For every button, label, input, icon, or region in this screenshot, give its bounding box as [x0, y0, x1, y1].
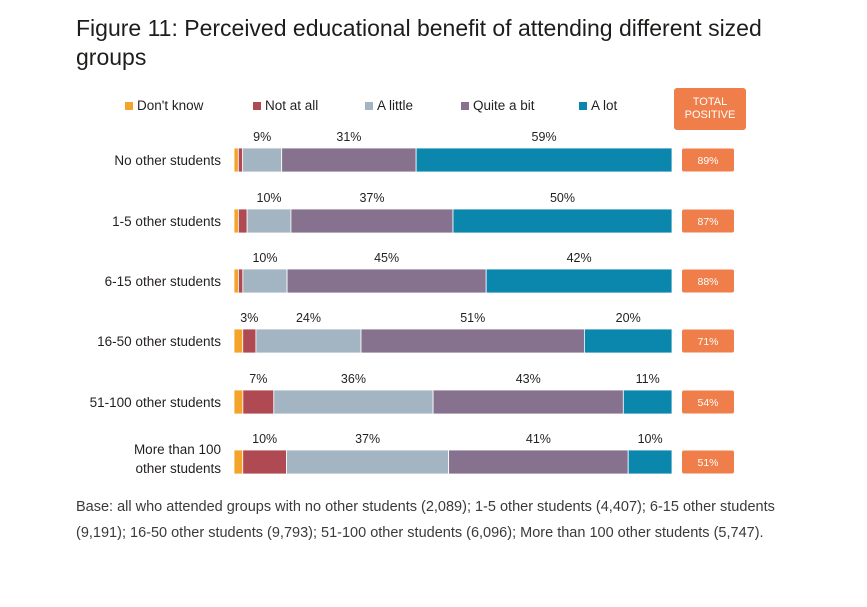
total-positive-box	[682, 390, 734, 414]
data-label-a-lot: 11%	[636, 372, 660, 386]
legend-item-dont-know: Don't know	[125, 98, 203, 113]
total-positive-box	[682, 209, 734, 233]
legend-swatch-a-lot	[579, 101, 587, 110]
data-label-quite-a-bit: 37%	[359, 191, 384, 205]
category-label: 1-5 other students	[112, 214, 221, 229]
bar-segment-not-at-all	[237, 147, 244, 173]
legend-swatch-dont-know	[125, 101, 133, 110]
bar-segment-a-lot	[415, 147, 673, 173]
legend-item-not-at-all: Not at all	[253, 98, 318, 113]
total-positive-header: TOTAL POSITIVE	[674, 88, 746, 130]
bar-segment-don-t-know	[233, 449, 244, 475]
bar-segment-a-little	[286, 449, 450, 475]
bar-segment-quite-a-bit	[448, 449, 629, 475]
bar-segment-don-t-know	[233, 208, 239, 234]
data-label-quite-a-bit: 51%	[460, 311, 485, 325]
bar-segment-don-t-know	[233, 147, 239, 173]
legend-label-a-lot: A lot	[591, 98, 618, 113]
data-label-quite-a-bit: 31%	[336, 130, 361, 144]
data-label-quite-a-bit: 45%	[374, 251, 399, 265]
data-label-a-lot: 59%	[532, 130, 557, 144]
total-positive-value: 54%	[697, 397, 718, 409]
legend-label-not-at-all: Not at all	[265, 98, 319, 113]
bar-row-16-50-other-students: 16-50 other students 3% 24% 51% 20% 71%	[97, 311, 734, 354]
bar-segment-not-at-all	[242, 449, 287, 475]
legend-label-quite-a-bit: Quite a bit	[473, 98, 535, 113]
base-note: Base: all who attended groups with no ot…	[76, 499, 775, 541]
bar-segment-a-little	[255, 328, 362, 354]
bar-segment-a-lot	[485, 268, 673, 294]
bar-segment-quite-a-bit	[360, 328, 585, 354]
total-positive-box	[682, 450, 734, 474]
bar-segment-don-t-know	[233, 389, 244, 415]
total-positive-box	[682, 329, 734, 353]
bar-segment-a-lot	[584, 328, 673, 354]
bar-row-no-other-students: No other students 9% 31% 59% 89%	[114, 130, 734, 173]
bar-row-6-15-other-students: 6-15 other students 10% 45% 42% 88%	[105, 251, 734, 294]
data-label-quite-a-bit: 43%	[516, 372, 541, 386]
category-label: More than 100 other students	[134, 442, 221, 476]
total-positive-value: 89%	[697, 155, 718, 167]
data-label-a-little: 36%	[341, 372, 366, 386]
category-label: 16-50 other students	[97, 334, 221, 349]
legend-label-dont-know: Don't know	[137, 98, 204, 113]
category-label: No other students	[114, 153, 221, 168]
category-label: 6-15 other students	[105, 274, 222, 289]
data-label-not-at-all: 7%	[249, 372, 267, 386]
bar-segment-not-at-all	[242, 389, 275, 415]
total-positive-value: 88%	[697, 276, 718, 288]
bar-segment-don-t-know	[233, 268, 239, 294]
bar-segment-a-little	[242, 147, 283, 173]
chart-legend: Don't know Not at all A little Quite a b…	[0, 98, 867, 118]
bar-row-51-100-other-students: 51-100 other students 7% 36% 43% 11% 54%	[90, 372, 734, 415]
bar-row-1-5-other-students: 1-5 other students 10% 37% 50% 87%	[112, 191, 734, 234]
total-positive-value: 51%	[697, 457, 718, 469]
bar-segment-a-little	[273, 389, 434, 415]
data-label-quite-a-bit: 41%	[526, 432, 551, 446]
chart-title: Figure 11: Perceived educational benefit…	[76, 15, 762, 70]
category-label: 51-100 other students	[90, 395, 222, 410]
total-positive-value: 87%	[697, 216, 718, 228]
bar-segment-quite-a-bit	[290, 208, 454, 234]
legend-item-a-lot: A lot	[579, 98, 617, 113]
legend-swatch-not-at-all	[253, 101, 261, 110]
bar-segment-a-lot	[627, 449, 673, 475]
data-label-a-little: 9%	[253, 130, 271, 144]
bar-row-more-than-100-other-students: More than 100 other students 10% 37% 41% 10% 5…	[134, 432, 734, 476]
data-label-not-at-all: 3%	[240, 311, 258, 325]
bar-segment-not-at-all	[238, 268, 244, 294]
data-label-a-little: 10%	[257, 191, 282, 205]
data-label-a-little: 37%	[355, 432, 380, 446]
total-positive-box	[682, 269, 734, 293]
data-label-a-lot: 42%	[567, 251, 592, 265]
bar-segment-quite-a-bit	[281, 147, 417, 173]
data-label-not-at-all: 10%	[252, 432, 277, 446]
total-positive-header-line1: TOTAL	[692, 96, 728, 108]
bar-segment-quite-a-bit	[286, 268, 487, 294]
data-label-a-little: 24%	[296, 311, 321, 325]
bar-segment-not-at-all	[242, 328, 257, 354]
legend-item-a-little: A little	[365, 98, 413, 113]
bar-segment-a-lot	[452, 208, 673, 234]
bar-segment-a-lot	[622, 389, 673, 415]
total-positive-header-line2: POSITIVE	[684, 109, 736, 121]
total-positive-value: 71%	[697, 336, 718, 348]
data-label-a-lot: 10%	[638, 432, 663, 446]
legend-label-a-little: A little	[377, 98, 414, 113]
data-label-a-little: 10%	[252, 251, 277, 265]
bar-segment-not-at-all	[237, 208, 248, 234]
bar-segment-a-little	[246, 208, 292, 234]
bar-segment-quite-a-bit	[432, 389, 624, 415]
legend-swatch-a-little	[365, 101, 373, 110]
data-label-a-lot: 50%	[550, 191, 575, 205]
legend-swatch-quite-a-bit	[461, 101, 469, 110]
bar-segment-don-t-know	[233, 328, 244, 354]
legend-item-quite-a-bit: Quite a bit	[461, 98, 535, 113]
total-positive-box	[682, 148, 734, 172]
bar-segment-a-little	[242, 268, 288, 294]
data-label-a-lot: 20%	[616, 311, 641, 325]
